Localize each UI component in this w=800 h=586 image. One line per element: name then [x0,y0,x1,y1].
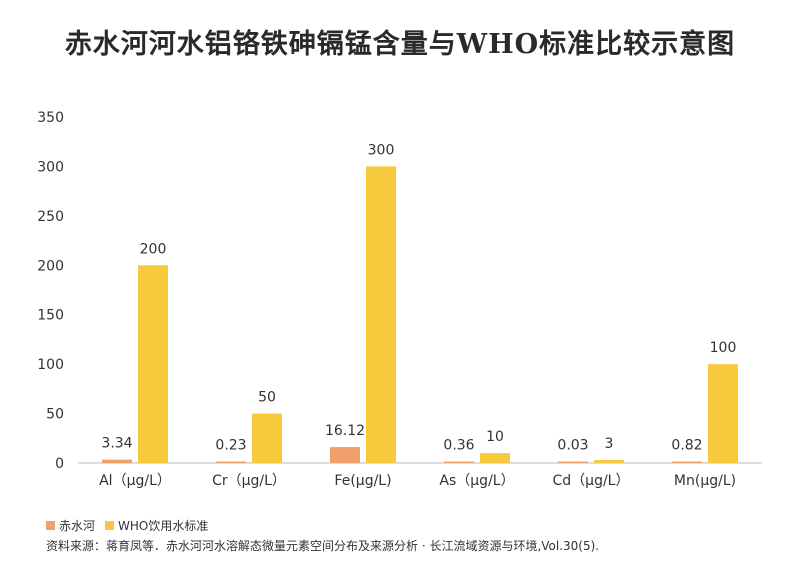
x-tick-label: Cd（μg/L） [553,473,630,489]
x-tick-label: Al（μg/L） [99,473,171,489]
legend-swatch-series1 [46,521,55,530]
y-tick-label: 200 [37,258,64,274]
source-note: 资料来源：蒋育凤等．赤水河河水溶解态微量元素空间分布及来源分析 · 长江流域资源… [46,539,600,553]
bar-series1 [672,461,702,463]
y-axis: 0 50 100 150 200 250 300 350 [37,110,64,472]
bars [102,166,738,463]
bar-series1 [216,461,246,463]
data-labels: 3.34 200 0.23 50 16.12 300 0.36 10 0.03 3 0.82 100 [101,142,736,453]
data-label-series1: 0.03 [557,438,588,454]
bar-series1 [444,461,474,463]
bar-chart: 0 50 100 150 200 250 300 350 3.34 200 0.23 50 16.12… [37,110,762,489]
bar-series2 [708,364,738,463]
data-label-series1: 0.82 [671,438,702,454]
y-tick-label: 350 [37,110,64,126]
data-label-series2: 300 [368,142,395,158]
chart-title: 赤水河河水铝铬铁砷镉锰含量与WHO标准比较示意图 [64,29,736,60]
y-tick-label: 50 [46,407,64,423]
legend-item-series1: 赤水河 [46,517,95,534]
bar-series1 [330,447,360,463]
bar-series1 [558,461,588,463]
y-tick-label: 100 [37,357,64,373]
legend-item-series2: WHO饮用水标准 [105,517,208,534]
legend-swatch-series2 [105,521,115,530]
data-label-series2: 50 [258,390,276,406]
x-tick-label: Cr（μg/L） [212,473,286,489]
bar-series2 [252,413,282,463]
y-tick-label: 0 [55,456,64,472]
y-tick-label: 300 [37,159,64,175]
legend: 赤水河 WHO饮用水标准 [46,517,218,534]
legend-label-series1: 赤水河 [59,519,96,533]
x-tick-label: Mn(μg/L) [674,473,736,489]
x-axis-categories: Al（μg/L） Cr（μg/L） Fe(μg/L) As（μg/L） Cd（μg/L）… [99,473,736,489]
bar-series2 [480,453,510,463]
y-tick-label: 150 [37,308,64,324]
bar-series2 [594,460,624,463]
x-tick-label: Fe(μg/L) [334,473,391,489]
data-label-series2: 200 [140,241,167,257]
data-label-series1: 0.36 [443,438,474,454]
data-label-series2: 10 [486,429,504,445]
data-label-series1: 0.23 [215,438,246,454]
bar-series2 [366,166,396,463]
data-label-series2: 100 [710,340,737,356]
bar-series2 [138,265,168,463]
data-label-series1: 3.34 [101,436,132,452]
legend-label-series2: WHO饮用水标准 [118,519,209,533]
x-tick-label: As（μg/L） [439,473,514,489]
data-label-series2: 3 [605,436,614,452]
bar-series1 [102,459,132,463]
y-tick-label: 250 [37,209,64,225]
data-label-series1: 16.12 [325,423,365,439]
